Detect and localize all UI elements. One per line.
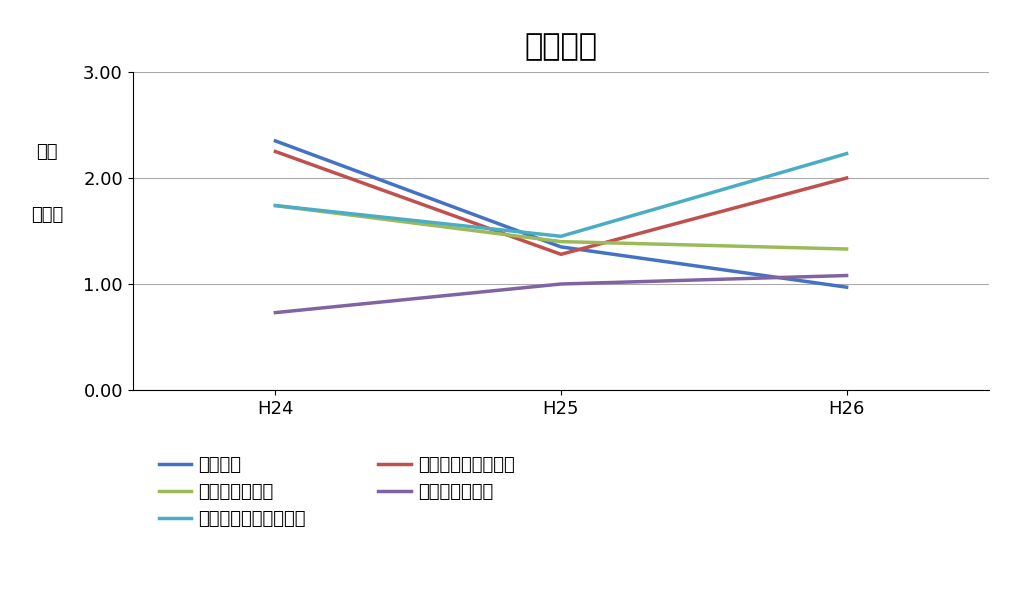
Legend: 機械工学, 情報・知能工学, 建築・都市システム学, 電気・電子情報工学, 環境・生命工学: 機械工学, 情報・知能工学, 建築・都市システム学, 電気・電子情報工学, 環境…	[159, 456, 515, 529]
Title: 学力選抜: 学力選抜	[524, 32, 597, 61]
Text: 倍率: 倍率	[36, 142, 58, 160]
Text: （倍）: （倍）	[31, 206, 63, 224]
